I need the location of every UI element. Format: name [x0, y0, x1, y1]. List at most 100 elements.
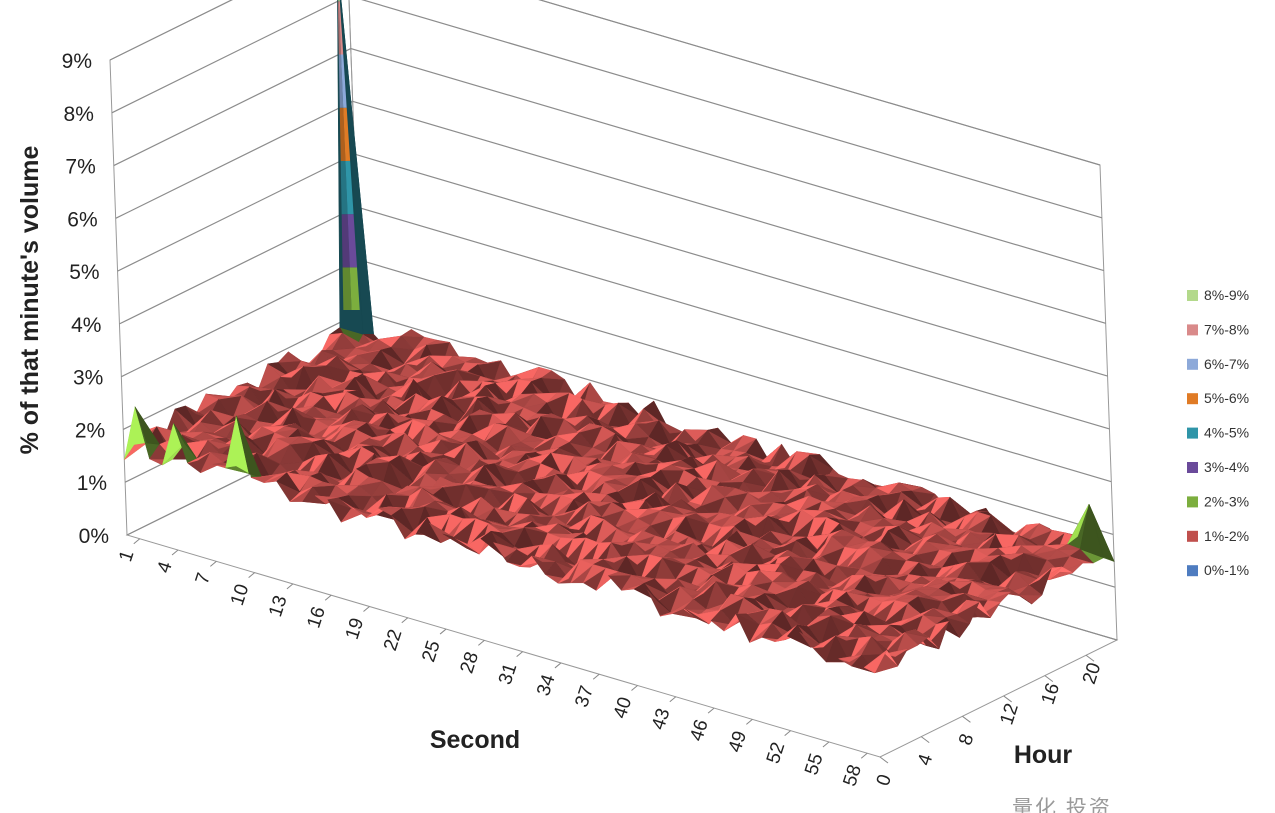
surface-facet — [841, 575, 866, 592]
surface-facet — [721, 514, 746, 528]
surface-facet — [555, 561, 579, 571]
surface-facet — [980, 561, 1005, 590]
surface-facet — [771, 610, 797, 637]
surface-facet — [560, 532, 584, 538]
surface-facet — [486, 519, 510, 527]
surface-facet — [1067, 503, 1090, 545]
surface-facet — [225, 466, 250, 474]
surface-facet — [274, 389, 299, 399]
surface-facet — [771, 572, 797, 583]
second-tick-mark — [324, 594, 332, 601]
surface-facet — [990, 515, 1015, 535]
spike-band — [337, 1, 342, 55]
surface-facet — [411, 374, 435, 386]
surface-facet — [469, 409, 493, 416]
watermark: 量化 投资 — [1012, 797, 1112, 813]
surface-facet — [256, 400, 282, 425]
surface-facet — [753, 593, 779, 615]
surface-facet — [451, 396, 476, 401]
surface-facet — [441, 355, 466, 369]
second-tick-label: 40 — [610, 695, 637, 722]
surface-facet — [326, 497, 352, 509]
surface-facet — [670, 542, 694, 552]
legend-swatch — [1187, 358, 1198, 370]
surface-facet — [408, 408, 432, 415]
surface-facet — [493, 374, 517, 384]
surface-facet — [424, 500, 449, 512]
surface-facet — [898, 525, 923, 539]
surface-facet — [323, 439, 348, 454]
surface-facet — [429, 476, 454, 490]
surface-facet — [476, 396, 502, 419]
surface-facet — [821, 501, 846, 507]
surface-facet — [724, 487, 749, 498]
surface-facet — [200, 451, 224, 474]
surface-facet — [358, 397, 384, 408]
surface-facet — [406, 355, 430, 366]
second-tick-label: 16 — [303, 604, 330, 631]
surface-facet — [885, 574, 909, 578]
second-tick-label: 46 — [686, 717, 713, 744]
surface-facet — [720, 480, 744, 483]
surface-facet — [939, 496, 964, 526]
surface-facet — [266, 362, 292, 378]
surface-facet — [775, 504, 800, 516]
surface-facet — [516, 544, 541, 556]
surface-facet — [767, 515, 792, 538]
surface-facet — [941, 593, 965, 602]
surface-facet — [882, 594, 906, 602]
surface-facet — [426, 339, 450, 346]
surface-facet — [811, 588, 834, 609]
surface-facet — [614, 509, 639, 529]
surface-facet — [203, 431, 227, 439]
surface-facet — [880, 499, 904, 520]
surface-facet — [945, 614, 970, 624]
surface-facet — [244, 400, 268, 415]
surface-facet — [935, 617, 960, 638]
surface-facet — [915, 585, 939, 591]
surface-facet — [1059, 555, 1084, 573]
surface-facet — [959, 531, 984, 547]
legend-swatch — [1187, 462, 1198, 473]
y-tick-label: 1% — [77, 472, 107, 495]
surface-facet — [744, 515, 769, 526]
legend-label: 1%-2% — [1204, 528, 1249, 544]
surface-facet — [939, 544, 963, 551]
surface-facet — [922, 608, 948, 618]
surface-facet — [974, 589, 999, 601]
surface-facet — [538, 493, 562, 512]
surface-facet — [663, 516, 687, 540]
surface-facet — [1042, 529, 1066, 549]
surface-facet — [276, 436, 301, 439]
surface-facet — [821, 535, 846, 557]
surface-facet — [483, 463, 509, 489]
surface-facet — [665, 440, 690, 460]
surface-facet — [948, 581, 974, 590]
surface-facet — [1018, 535, 1043, 549]
surface-facet — [918, 596, 942, 602]
surface-facet — [989, 554, 1015, 582]
second-tick-label: 58 — [839, 762, 866, 789]
surface-facet — [620, 574, 645, 591]
surface-facet — [266, 438, 291, 459]
surface-facet — [956, 599, 981, 615]
surface-facet — [357, 476, 382, 487]
surface-facet — [741, 584, 766, 599]
surface-facet — [434, 369, 458, 376]
surface-facet — [1028, 523, 1053, 540]
surface-facet — [400, 329, 425, 338]
y-tick-label: 4% — [71, 314, 101, 337]
surface-facet — [643, 400, 668, 427]
gridline — [115, 100, 1106, 324]
surface-facet — [535, 447, 560, 457]
surface-facet — [847, 505, 871, 521]
surface-facet — [851, 478, 877, 489]
surface-facet — [763, 502, 787, 517]
surface-facet — [393, 393, 417, 412]
surface-facet — [646, 544, 672, 559]
surface-facet — [797, 580, 822, 596]
y-tick-label: 0% — [79, 525, 109, 548]
surface-facet — [1046, 549, 1071, 561]
surface-facet — [944, 562, 968, 578]
surface-facet — [855, 495, 879, 498]
